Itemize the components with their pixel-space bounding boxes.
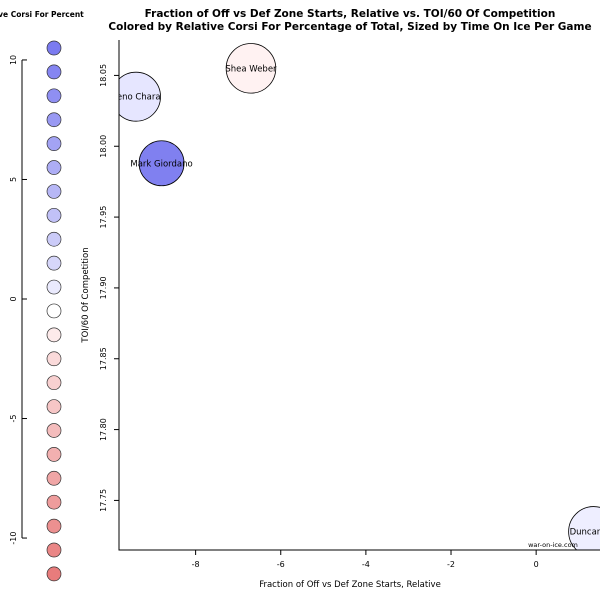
y-tick-label: 17.75 [99, 489, 108, 512]
bubble-label: Mark Giordano [130, 159, 192, 169]
x-tick-label: -2 [447, 560, 455, 569]
x-axis: -8 -6 -4 -2 0 [192, 550, 539, 569]
y-axis: 17.75 17.80 17.85 17.90 17.95 18.00 18.05 [99, 64, 119, 512]
legend-swatch [46, 255, 62, 271]
legend-swatch [46, 112, 62, 128]
y-tick-label: 18.05 [99, 64, 108, 87]
y-tick-label: 18.00 [99, 135, 108, 158]
legend-tick-label: 5 [9, 177, 18, 182]
chart-title: Fraction of Off vs Def Zone Starts, Rela… [145, 8, 556, 20]
legend-tick-label: -5 [9, 415, 18, 423]
x-tick-label: 0 [534, 560, 539, 569]
y-tick-label: 17.85 [99, 347, 108, 370]
legend-swatch [46, 542, 62, 558]
bubble-label: Shea Weber [225, 64, 277, 74]
legend-swatch [46, 518, 62, 534]
y-tick-label: 17.80 [99, 418, 108, 441]
x-axis-label: Fraction of Off vs Def Zone Starts, Rela… [259, 580, 441, 590]
legend-swatch [46, 64, 62, 80]
legend-swatch [46, 303, 62, 319]
bubble-point [225, 43, 277, 94]
legend-swatch [46, 207, 62, 223]
legend-axis: 10 5 0 -5 -10 [9, 55, 27, 545]
x-tick-label: -6 [277, 560, 285, 569]
legend-tick-label: -10 [9, 532, 18, 545]
legend-swatch [46, 375, 62, 391]
legend-swatch [46, 279, 62, 295]
legend-swatch [46, 566, 62, 582]
legend-swatch [46, 40, 62, 56]
legend-swatch [46, 470, 62, 486]
legend-swatch [46, 136, 62, 151]
legend-swatch [46, 351, 62, 367]
bubble-point [138, 140, 185, 187]
legend-tick-label: 0 [9, 296, 18, 301]
bubble-label: deno Chara [111, 93, 160, 103]
bubble-label: Duncan Kei [570, 528, 600, 538]
y-tick-label: 17.95 [99, 206, 108, 229]
chart-subtitle: Colored by Relative Corsi For Percentage… [108, 21, 591, 33]
bubble-point [119, 71, 161, 122]
x-tick-label: -8 [192, 560, 200, 569]
plot-frame [118, 40, 600, 551]
legend-title: tive Corsi For Percent [0, 10, 84, 19]
legend-swatch [46, 423, 62, 438]
legend-swatch [46, 184, 62, 199]
legend-swatches [46, 40, 62, 582]
plot-area: deno Chara Shea Weber Mark Giordano Duncan … [81, 40, 600, 590]
legend-swatch [46, 160, 62, 175]
data-points: deno Chara Shea Weber Mark Giordano Duncan … [111, 43, 600, 550]
y-tick-label: 17.90 [99, 276, 108, 299]
watermark: war-on-ice.com [528, 541, 578, 549]
color-legend: tive Corsi For Percent 10 5 0 -5 -10 [0, 10, 84, 582]
legend-swatch [46, 88, 62, 104]
legend-tick-label: 10 [9, 55, 18, 65]
legend-swatch [46, 231, 62, 247]
y-axis-label: TOI/60 Of Competition [81, 247, 91, 343]
x-tick-label: -4 [362, 560, 370, 569]
bubble-point [568, 506, 600, 550]
legend-swatch [46, 447, 62, 462]
legend-swatch [46, 327, 62, 343]
legend-swatch [46, 494, 62, 510]
legend-swatch [46, 399, 62, 414]
